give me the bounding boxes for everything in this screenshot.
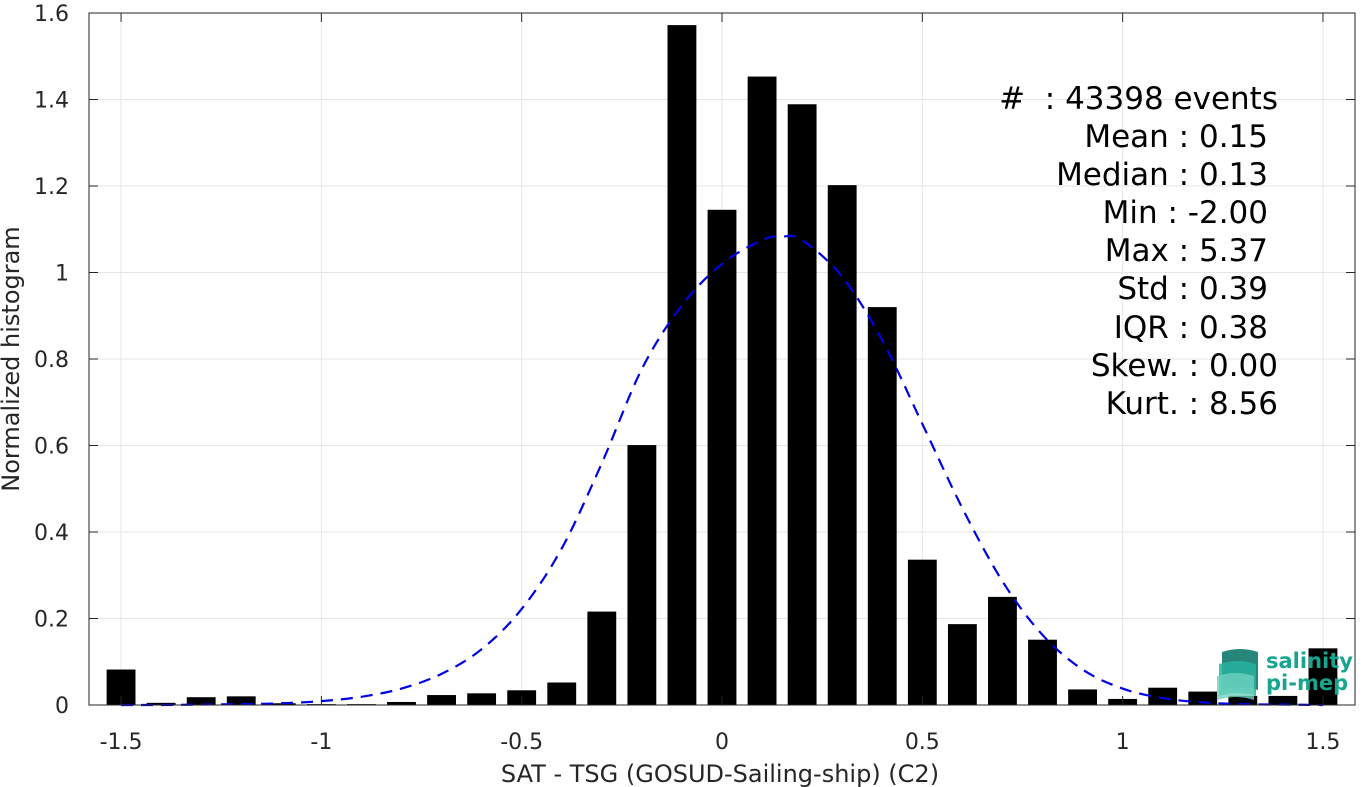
histogram-bar (547, 682, 577, 705)
y-tick-label: 0.6 (34, 435, 69, 460)
wave-logo-icon (1217, 649, 1258, 700)
y-tick-label: 1.2 (34, 175, 69, 200)
histogram-bar (387, 701, 416, 705)
stat-skew: Skew. : 0.00 (1091, 348, 1278, 384)
y-tick-label: 1 (55, 262, 69, 287)
normal-fit-curve (121, 234, 1323, 707)
x-tick-label: 1.5 (1305, 730, 1340, 755)
y-tick-label: 1.6 (34, 2, 69, 27)
x-axis-label: SAT - TSG (GOSUD-Sailing-ship) (C2) (501, 760, 939, 787)
y-tick-label: 0.4 (34, 521, 69, 546)
salinity-pi-mep-logo: salinity pi-mep (1217, 649, 1353, 700)
y-tick-label: 0.2 (34, 608, 69, 633)
histogram-bar (747, 76, 777, 705)
histogram-bars (106, 25, 1338, 706)
histogram-bar (226, 696, 256, 705)
stat-max: Max : 5.37 (1105, 233, 1268, 269)
x-tick-label: -1 (310, 730, 332, 755)
histogram-bar (186, 697, 216, 705)
histogram-bar (827, 185, 857, 705)
stat-kurt: Kurt. : 8.56 (1106, 386, 1278, 422)
logo-line-2: pi-mep (1266, 671, 1348, 695)
axis-ticks: -1.5 -1 -0.5 0 0.5 1 1.5 0 0.2 0.4 0.6 0.8 1 1.2 1.4 1.… (34, 2, 1355, 755)
y-tick-label: 0 (55, 694, 69, 719)
histogram-bar (1188, 691, 1218, 705)
stat-iqr: IQR : 0.38 (1114, 310, 1268, 346)
stat-min: Min : -2.00 (1103, 195, 1268, 231)
histogram-bar (467, 693, 497, 705)
y-tick-label: 1.4 (34, 89, 69, 114)
histogram-bar (587, 611, 617, 705)
stat-mean: Mean : 0.15 (1084, 119, 1268, 155)
histogram-bar (627, 445, 657, 705)
histogram-bar (1148, 687, 1178, 705)
histogram-bar (947, 624, 977, 705)
y-tick-label: 0.8 (34, 348, 69, 373)
stat-median: Median : 0.13 (1056, 157, 1268, 193)
x-tick-label: 0.5 (905, 730, 940, 755)
histogram-bar (707, 209, 737, 705)
histogram-bar (1228, 695, 1258, 705)
stat-count: # : 43398 events (999, 81, 1278, 117)
y-axis-label: Normalized histogram (0, 226, 25, 491)
histogram-bar (427, 695, 456, 705)
histogram-bar (667, 25, 697, 706)
histogram-bar (1268, 695, 1298, 705)
histogram-bar (988, 596, 1017, 705)
histogram-bar (1068, 689, 1097, 705)
histogram-bar (1308, 648, 1338, 705)
x-tick-label: 0 (715, 730, 729, 755)
logo-line-1: salinity (1266, 649, 1353, 673)
x-tick-label: -1.5 (100, 730, 143, 755)
x-tick-label: -0.5 (500, 730, 543, 755)
statistics-annotation: # : 43398 events Mean : 0.15 Median : 0.… (999, 81, 1278, 422)
histogram-bar (867, 307, 897, 705)
x-tick-label: 1 (1116, 730, 1130, 755)
stat-std: Std : 0.39 (1117, 271, 1268, 307)
histogram-bar (907, 559, 937, 705)
histogram-bar (787, 104, 817, 705)
histogram-bar (1028, 639, 1057, 705)
